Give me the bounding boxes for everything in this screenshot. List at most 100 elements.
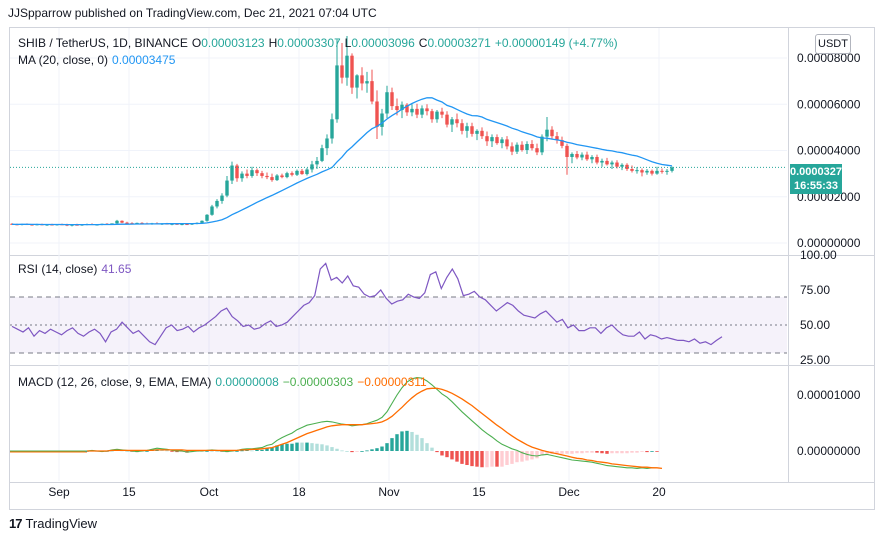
- candle-body: [525, 144, 529, 151]
- candle-body: [275, 175, 279, 181]
- macd-histogram-bar: [480, 451, 484, 468]
- candle-body: [325, 138, 329, 149]
- candle-body: [300, 170, 304, 175]
- candle-body: [215, 200, 219, 207]
- candle-body: [655, 170, 659, 174]
- candle-body: [285, 173, 289, 178]
- macd-histogram-bar: [645, 451, 649, 453]
- rsi-tick-label: 75.00: [800, 283, 830, 297]
- grid: [10, 28, 787, 481]
- macd-histogram-bar: [290, 443, 294, 451]
- macd-histogram-bar: [255, 449, 259, 451]
- candle-body: [405, 104, 409, 113]
- macd-histogram-bar: [470, 451, 474, 467]
- candle-body: [440, 111, 444, 115]
- high-label: H: [268, 36, 278, 50]
- macd-histogram-bar: [235, 451, 239, 452]
- macd-histogram-bar: [525, 451, 529, 461]
- candle-body: [220, 195, 224, 201]
- ma-legend: MA (20, close, 0) 0.00003475: [18, 53, 179, 67]
- macd-histogram-bar: [400, 431, 404, 451]
- macd-hist-value: 0.00000008: [215, 375, 279, 389]
- macd-histogram-bar: [380, 446, 384, 451]
- publish-attribution: JJSpparrow published on TradingView.com,…: [8, 6, 377, 20]
- ma-line: [11, 97, 673, 226]
- macd-histogram-bar: [635, 451, 639, 453]
- macd-tick-label: 0.00000000: [797, 444, 861, 458]
- currency-button[interactable]: USDT: [815, 34, 851, 54]
- candle-body: [550, 129, 554, 137]
- macd-histogram-bar: [465, 451, 469, 465]
- macd-histogram-bar: [145, 451, 149, 452]
- macd-histogram-bar: [305, 442, 309, 451]
- candle-body: [290, 173, 294, 175]
- candle-body: [590, 156, 594, 160]
- macd-histogram-bar: [515, 451, 519, 463]
- macd-tick-label: 0.00001000: [797, 388, 861, 402]
- candle-body: [280, 175, 284, 178]
- candle-body: [180, 224, 184, 226]
- macd-histogram-bar: [340, 450, 344, 452]
- rsi-tick-label: 50.00: [800, 318, 830, 332]
- candle-body: [345, 55, 349, 78]
- macd-histogram-bar: [505, 451, 509, 465]
- rsi-line: [11, 262, 723, 346]
- pane-separator[interactable]: [9, 255, 875, 256]
- ma-label[interactable]: MA (20, close, 0): [18, 53, 109, 67]
- macd-histogram-bar: [460, 451, 464, 464]
- macd-histogram-bar: [435, 451, 439, 453]
- macd-histogram-bar: [540, 451, 544, 456]
- macd-histogram-bar: [355, 451, 359, 452]
- pane-separator[interactable]: [9, 365, 875, 366]
- candle-body: [365, 81, 369, 84]
- symbol-name[interactable]: SHIB / TetherUS, 1D, BINANCE: [18, 36, 188, 50]
- symbol-legend: SHIB / TetherUS, 1D, BINANCE O0.00003123 H…: [18, 36, 622, 50]
- candle-body: [480, 130, 484, 137]
- macd-pane: [10, 377, 663, 470]
- macd-histogram-bar: [510, 451, 514, 464]
- rsi-pane: [11, 262, 723, 346]
- x-tick-label: 18: [292, 485, 306, 499]
- candle-body: [545, 129, 549, 137]
- candle-body: [360, 75, 364, 84]
- macd-histogram-bar: [325, 445, 329, 451]
- macd-histogram-bar: [360, 451, 364, 452]
- macd-histogram-bar: [350, 451, 354, 453]
- x-tick-label: Dec: [558, 485, 579, 499]
- low-label: L: [344, 36, 352, 50]
- macd-histogram-bar: [385, 443, 389, 451]
- macd-histogram-bar: [310, 443, 314, 451]
- candle-body: [530, 144, 534, 149]
- candle-body: [320, 148, 324, 161]
- last-price-value: 0.00003271: [790, 166, 849, 178]
- macd-histogram-bar: [405, 430, 409, 451]
- macd-histogram-bar: [595, 451, 599, 453]
- candle-body: [455, 119, 459, 124]
- macd-histogram-bar: [605, 451, 609, 454]
- rsi-band-fill: [10, 297, 787, 353]
- macd-label[interactable]: MACD (12, 26, close, 9, EMA, EMA): [18, 375, 212, 389]
- macd-histogram-bar: [175, 451, 179, 453]
- rsi-value: 41.65: [101, 262, 132, 276]
- macd-histogram-bar: [545, 451, 549, 454]
- rsi-label[interactable]: RSI (14, close): [18, 262, 98, 276]
- candle-body: [565, 145, 569, 157]
- macd-histogram-bar: [570, 451, 574, 454]
- x-tick-label: Oct: [200, 485, 219, 499]
- candle-body: [110, 223, 114, 225]
- tradingview-logo[interactable]: 17 TradingView: [9, 516, 97, 531]
- candle-body: [450, 119, 454, 125]
- macd-signal-value: −0.00000311: [357, 375, 427, 389]
- macd-line: [86, 377, 658, 469]
- macd-histogram-bar: [475, 451, 479, 467]
- macd-histogram-bar: [420, 438, 424, 451]
- candle-body: [310, 164, 314, 170]
- candle-body: [625, 164, 629, 169]
- macd-histogram-bar: [265, 448, 269, 451]
- macd-histogram-bar: [590, 451, 594, 453]
- macd-legend: MACD (12, 26, close, 9, EMA, EMA) 0.00000…: [18, 375, 431, 389]
- macd-histogram-bar: [125, 451, 129, 452]
- macd-histogram-bar: [585, 451, 589, 453]
- macd-histogram-bar: [430, 447, 434, 451]
